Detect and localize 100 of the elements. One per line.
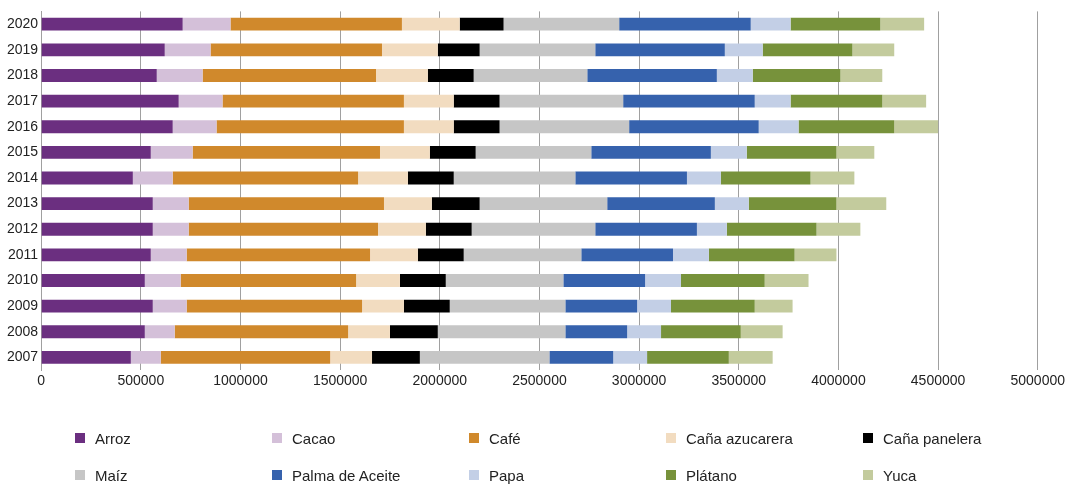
bar: [647, 350, 729, 364]
bar: [370, 248, 418, 262]
bar: [41, 197, 153, 211]
bar: [471, 222, 596, 236]
bar: [549, 350, 614, 364]
bar: [403, 94, 454, 108]
x-tick-label: 1500000: [312, 372, 368, 389]
bar: [401, 17, 460, 31]
bar: [41, 248, 151, 262]
bar: [720, 171, 811, 185]
bar: [591, 145, 711, 159]
bar: [686, 171, 721, 185]
bar: [41, 222, 153, 236]
bar: [41, 69, 157, 82]
legend-label: Papa: [489, 466, 525, 484]
bar: [836, 197, 887, 211]
bar: [188, 222, 378, 236]
bar: [210, 43, 382, 57]
bar: [403, 120, 454, 134]
bar: [852, 43, 895, 57]
x-tick-label: 3500000: [711, 372, 767, 389]
bar: [399, 274, 446, 287]
bar: [794, 248, 837, 262]
bar: [417, 248, 464, 262]
bar: [696, 222, 727, 236]
bar: [174, 325, 349, 339]
bar: [840, 69, 883, 82]
bar: [479, 43, 596, 57]
bar: [186, 299, 363, 313]
bar: [790, 94, 883, 108]
bar: [459, 17, 504, 31]
bar: [407, 171, 454, 185]
bar: [144, 325, 175, 339]
bar: [798, 120, 895, 134]
bar: [790, 17, 881, 31]
bar: [894, 120, 939, 134]
bar: [453, 120, 500, 134]
legend-label: Maíz: [95, 466, 128, 484]
x-tick-label: 4000000: [811, 372, 866, 389]
bar: [463, 248, 582, 262]
y-tick-label: 2017: [6, 91, 39, 108]
bar: [754, 94, 791, 108]
bar: [429, 145, 476, 159]
bar: [178, 94, 223, 108]
bar: [403, 299, 450, 313]
bar: [41, 171, 133, 185]
bar: [595, 43, 725, 57]
bar: [41, 43, 165, 57]
bar: [160, 350, 331, 364]
y-tick-label: 2016: [6, 117, 39, 134]
x-tick-label: 0: [37, 372, 46, 389]
bar: [132, 171, 173, 185]
bar: [716, 69, 753, 82]
bar: [164, 43, 211, 57]
bar: [740, 325, 783, 339]
bar: [427, 69, 474, 82]
bar: [754, 299, 793, 313]
legend-label: Café: [489, 429, 521, 447]
y-tick-label: 2015: [6, 143, 39, 160]
bar: [230, 17, 402, 31]
bar: [41, 94, 179, 108]
y-tick-label: 2011: [8, 245, 39, 262]
bar: [156, 69, 203, 82]
bar: [152, 222, 189, 236]
y-tick-label: 2020: [6, 15, 39, 32]
x-tick-label: 1000000: [213, 372, 268, 389]
legend-label: Plátano: [686, 466, 737, 484]
bar: [714, 197, 749, 211]
bar: [188, 197, 384, 211]
bar: [41, 120, 173, 134]
bar: [671, 299, 755, 313]
bar: [710, 145, 747, 159]
bar: [748, 197, 837, 211]
x-tick-label: 3000000: [611, 372, 667, 389]
y-tick-label: 2013: [6, 194, 39, 211]
y-tick-label: 2019: [6, 40, 39, 57]
bar: [425, 222, 472, 236]
bar: [595, 222, 697, 236]
bar: [445, 274, 564, 287]
bar: [172, 120, 217, 134]
bar: [499, 120, 630, 134]
bar: [389, 325, 438, 339]
bar: [672, 248, 709, 262]
bar: [180, 274, 357, 287]
legend-label: Yuca: [883, 466, 917, 484]
bar: [152, 299, 187, 313]
bar: [661, 325, 741, 339]
bar: [431, 197, 480, 211]
bar: [437, 325, 566, 339]
bar: [41, 350, 131, 364]
bar: [613, 350, 648, 364]
bar: [130, 350, 161, 364]
bar: [645, 274, 681, 287]
x-tick-label: 5000000: [1010, 372, 1066, 389]
bar: [41, 274, 145, 287]
legend-label: Cacao: [292, 429, 336, 447]
bar: [503, 17, 620, 31]
bar: [372, 350, 420, 364]
bar: [475, 145, 592, 159]
bar: [627, 325, 662, 339]
